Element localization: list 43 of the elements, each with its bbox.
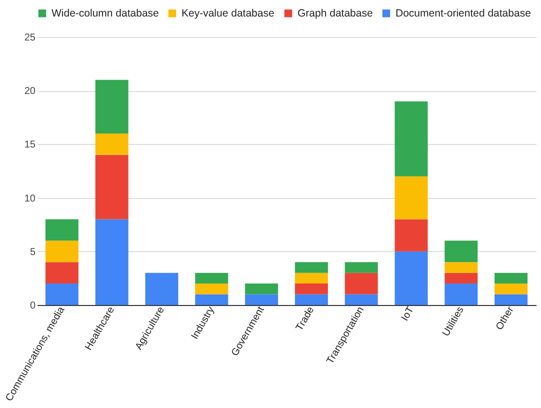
bar [344,272,378,294]
bar [294,272,328,284]
bar [394,219,428,252]
bar [195,284,228,294]
legend-label: Document-oriented database [396,7,532,20]
bar [294,284,328,294]
bar [494,284,528,294]
bar [195,294,228,305]
y-tick-label: 20 [24,86,36,98]
bar [444,240,478,262]
bar [444,284,478,305]
bar [45,262,78,284]
y-tick-label: 0 [30,300,36,312]
bar [344,294,378,305]
x-tick-label: IoT [400,305,416,324]
bar [45,219,78,241]
bar [245,284,278,294]
bar [444,262,478,273]
bar [394,176,428,220]
bar [494,272,528,284]
bar [494,294,528,305]
bar [45,284,78,305]
bar [394,251,428,305]
bar [245,294,278,305]
legend-label: Key-value database [182,7,274,20]
bar [294,262,328,273]
y-tick-label: 10 [24,193,36,204]
bar [95,80,128,134]
legend-label: Wide-column database [52,7,160,20]
y-tick-label: 15 [24,140,36,151]
bar [444,272,478,284]
bar [95,154,128,220]
y-tick-label: 5 [30,246,36,258]
bar [145,272,178,305]
legend-label: Graph database [298,7,373,20]
bar [95,133,128,155]
y-tick-label: 25 [24,32,36,44]
bar [45,240,78,262]
bar [394,101,428,176]
bar [294,294,328,305]
bar [195,272,228,284]
bar [95,219,128,305]
bar [344,262,378,273]
